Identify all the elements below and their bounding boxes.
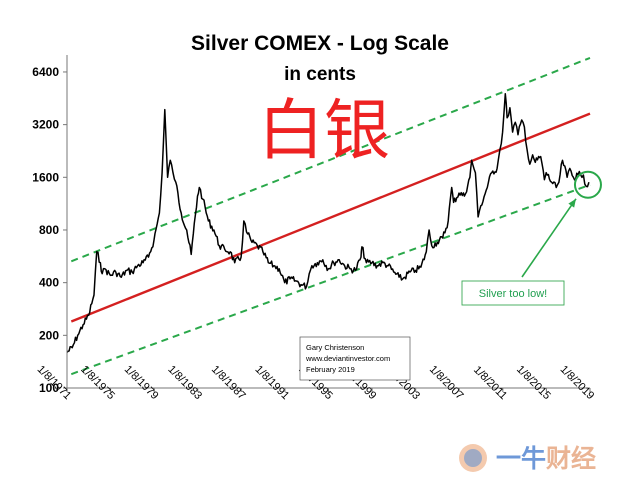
credit-line-website: www.deviantinvestor.com [305,354,390,363]
x-tick-label: 1/8/1991 [253,363,292,402]
y-tick-label: 200 [39,328,59,342]
watermark-logo: 一牛财经 [459,444,596,473]
x-tick-label: 1/8/1987 [209,363,248,402]
y-tick-label: 1600 [32,170,59,184]
trend-line-solid [70,112,591,323]
x-tick-label: 1/8/2015 [514,363,553,402]
annotation: Silver too low! [461,170,602,306]
x-tick-label: 1/8/2007 [427,363,466,402]
y-tick-label: 6400 [32,65,59,79]
axes [63,55,591,392]
x-tick-label: 1/8/1979 [122,363,161,402]
x-tick-label: 1/8/2019 [558,363,597,402]
annotation-arrowhead [568,198,576,208]
y-tick-label: 400 [39,276,59,290]
price-series [66,93,590,353]
price-line [66,93,590,353]
highlight-circle [573,170,602,199]
trend-lines [70,56,591,376]
watermark-logo-inner [464,449,482,467]
annotation-text: Silver too low! [479,288,547,300]
x-tick-label: 1/8/1975 [78,363,117,402]
chart-title: Silver COMEX - Log Scale [191,32,449,55]
watermark-text: 一牛财经 [496,444,596,473]
credit-line-date: February 2019 [306,365,355,374]
y-tick-label: 100 [39,381,59,395]
y-tick-label: 800 [39,223,59,237]
chinese-overlay-text: 白银 [258,92,390,169]
x-tick-label: 1/8/1983 [165,363,204,402]
x-tick-label: 1/8/2011 [471,364,509,402]
trend-line-dashed [70,183,591,376]
trend-line-dashed [70,56,591,263]
y-tick-label: 3200 [32,118,59,132]
credit-box: Gary Christenson www.deviantinvestor.com… [299,336,411,381]
watermark-text-blue: 一牛 [496,444,546,473]
credit-box-frame [299,336,411,381]
annotation-box [461,280,565,306]
annotation-arrow [521,198,577,278]
y-tick-labels: 100 200 400 800 1600 3200 6400 [32,65,59,395]
watermark-text-orange: 财经 [546,444,596,473]
chart-subtitle: in cents [284,64,356,85]
credit-line-author: Gary Christenson [306,343,364,352]
